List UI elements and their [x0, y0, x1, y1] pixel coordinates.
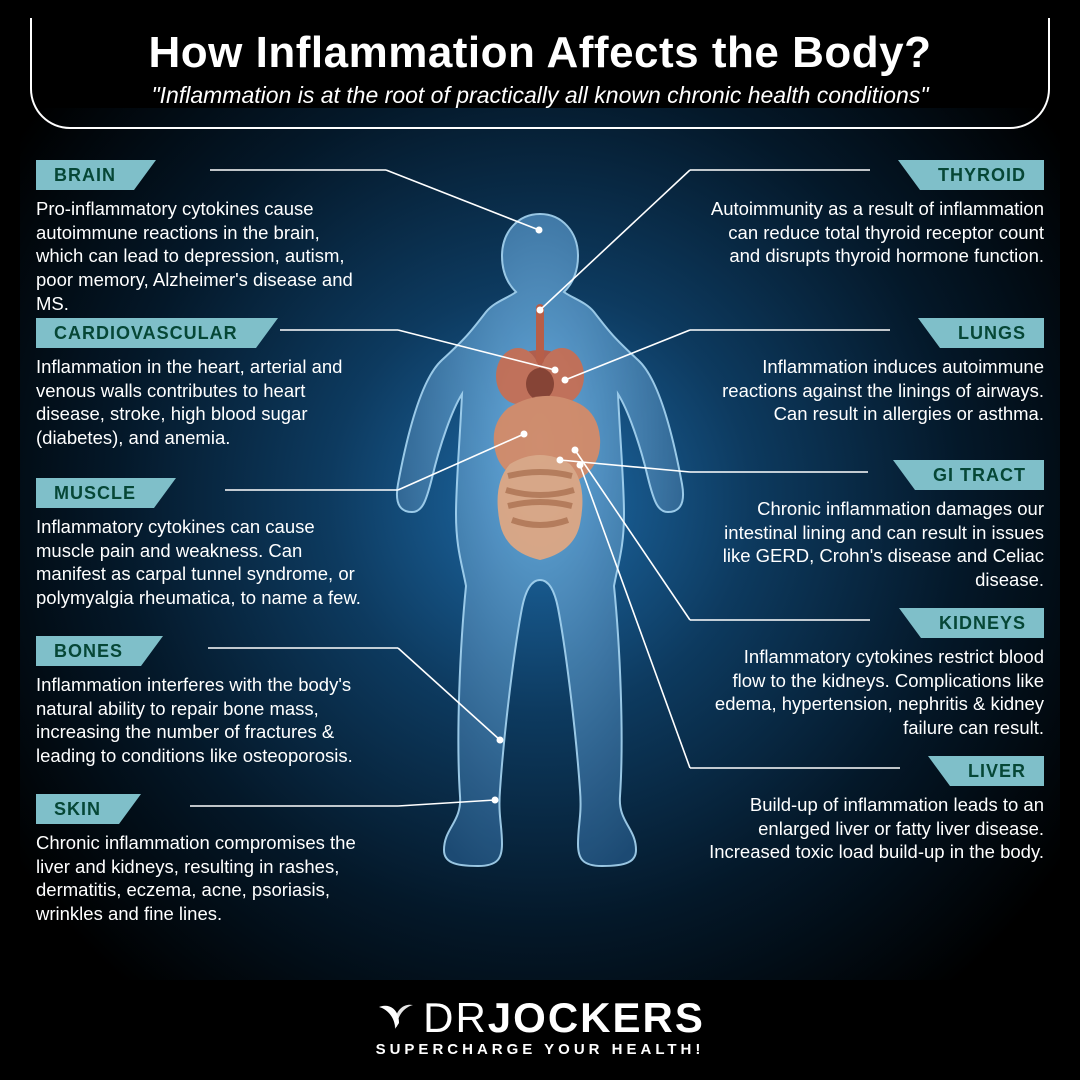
text-thyroid: Autoimmunity as a result of inflammation…: [709, 197, 1044, 268]
brand-name: DRJOCKERS: [375, 993, 705, 1043]
text-muscle: Inflammatory cytokines can cause muscle …: [36, 515, 371, 610]
text-bones: Inflammation interferes with the body's …: [36, 673, 371, 768]
human-figure: [390, 208, 690, 898]
brand-footer: DRJOCKERS SUPERCHARGE YOUR HEALTH!: [0, 993, 1080, 1058]
label-bones: BONES: [36, 636, 141, 666]
label-lungs: LUNGS: [940, 318, 1044, 348]
label-gi: GI TRACT: [915, 460, 1044, 490]
label-skin: SKIN: [36, 794, 119, 824]
label-thyroid: THYROID: [920, 160, 1044, 190]
text-lungs: Inflammation induces autoimmune reaction…: [709, 355, 1044, 426]
text-skin: Chronic inflammation compromises the liv…: [36, 831, 371, 926]
label-brain: BRAIN: [36, 160, 134, 190]
text-liver: Build-up of inflammation leads to an enl…: [709, 793, 1044, 864]
label-muscle: MUSCLE: [36, 478, 154, 508]
text-cardiovascular: Inflammation in the heart, arterial and …: [36, 355, 371, 450]
page-subtitle: "Inflammation is at the root of practica…: [62, 82, 1018, 109]
text-brain: Pro-inflammatory cytokines cause autoimm…: [36, 197, 371, 315]
text-kidneys: Inflammatory cytokines restrict blood fl…: [709, 645, 1044, 740]
label-cardiovascular: CARDIOVASCULAR: [36, 318, 256, 348]
page-title: How Inflammation Affects the Body?: [62, 28, 1018, 78]
leaf-icon: [375, 993, 415, 1043]
text-gi: Chronic inflammation damages our intesti…: [709, 497, 1044, 592]
label-kidneys: KIDNEYS: [921, 608, 1044, 638]
header-pill: How Inflammation Affects the Body? "Infl…: [30, 18, 1050, 129]
label-liver: LIVER: [950, 756, 1044, 786]
brand-tagline: SUPERCHARGE YOUR HEALTH!: [0, 1041, 1080, 1058]
